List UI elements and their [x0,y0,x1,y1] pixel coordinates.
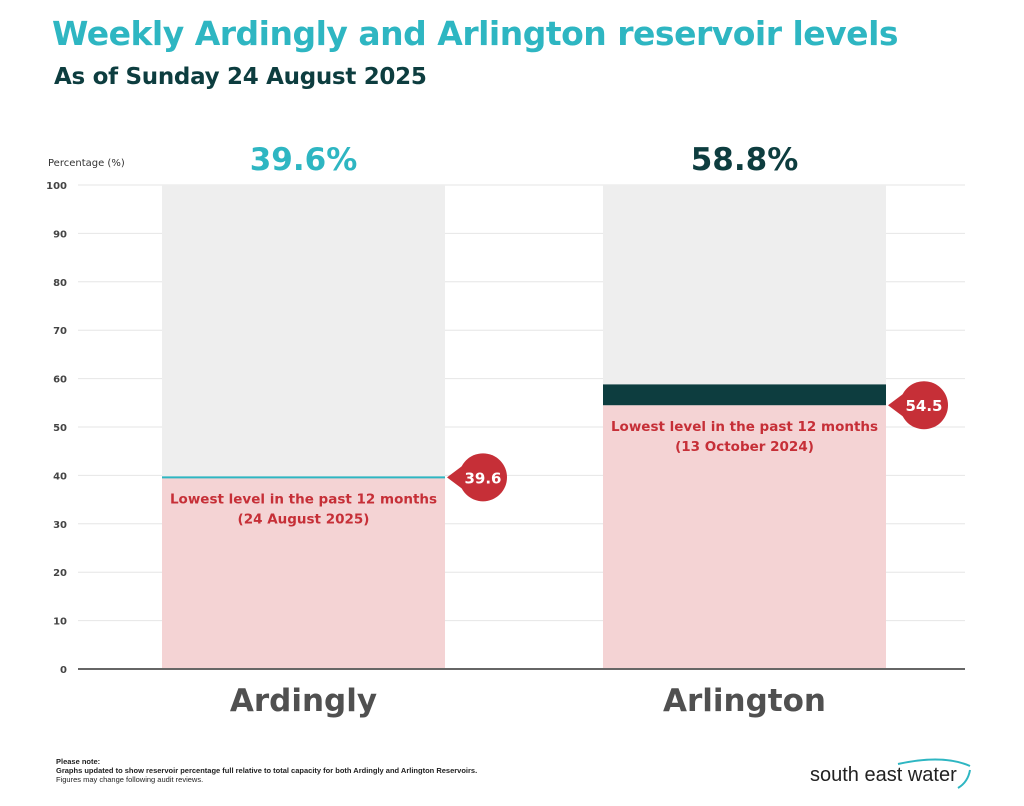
y-axis-label: Percentage (%) [48,158,125,169]
category-label: Arlington [663,683,826,719]
lowest-level-date: (13 October 2024) [675,439,814,455]
lowest-marker-circle [459,453,507,502]
category-label: Ardingly [230,683,377,719]
y-tick-label: 10 [53,617,67,628]
y-tick-label: 90 [53,229,67,240]
footnote-line-2: Figures may change following audit revie… [56,775,204,784]
logo-text: south east water [810,764,957,786]
footnote-line-1: Graphs updated to show reservoir percent… [56,766,478,775]
y-tick-label: 50 [53,423,67,434]
y-tick-label: 60 [53,375,67,386]
lowest-marker-label: 54.5 [905,397,942,415]
footnote-title: Please note: [56,757,101,766]
lowest-level-text: Lowest level in the past 12 months [611,419,878,435]
value-label: 39.6% [250,142,358,178]
y-tick-label: 80 [53,278,67,289]
y-tick-label: 40 [53,471,67,482]
y-tick-label: 30 [53,520,67,531]
south-east-water-logo: south east water [808,758,978,794]
logo-wave-icon [897,758,971,789]
lowest-level-date: (24 August 2025) [238,511,370,527]
y-tick-label: 20 [53,568,67,579]
lowest-marker-label: 39.6 [464,469,501,487]
lowest-level-fill [162,477,445,669]
current-level-band [603,384,886,406]
page-title: Weekly Ardingly and Arlington reservoir … [52,14,899,53]
y-tick-label: 0 [60,665,67,676]
lowest-marker-pointer [447,465,463,490]
y-tick-label: 70 [53,326,67,337]
lowest-level-text: Lowest level in the past 12 months [170,491,437,507]
lowest-level-fill [603,405,886,669]
value-label: 58.8% [691,142,799,178]
lowest-marker-circle [900,381,948,430]
lowest-marker-pointer [888,393,904,418]
footnote: Please note: Graphs updated to show rese… [56,757,477,784]
page-subtitle: As of Sunday 24 August 2025 [54,64,427,90]
y-tick-label: 100 [46,181,67,192]
